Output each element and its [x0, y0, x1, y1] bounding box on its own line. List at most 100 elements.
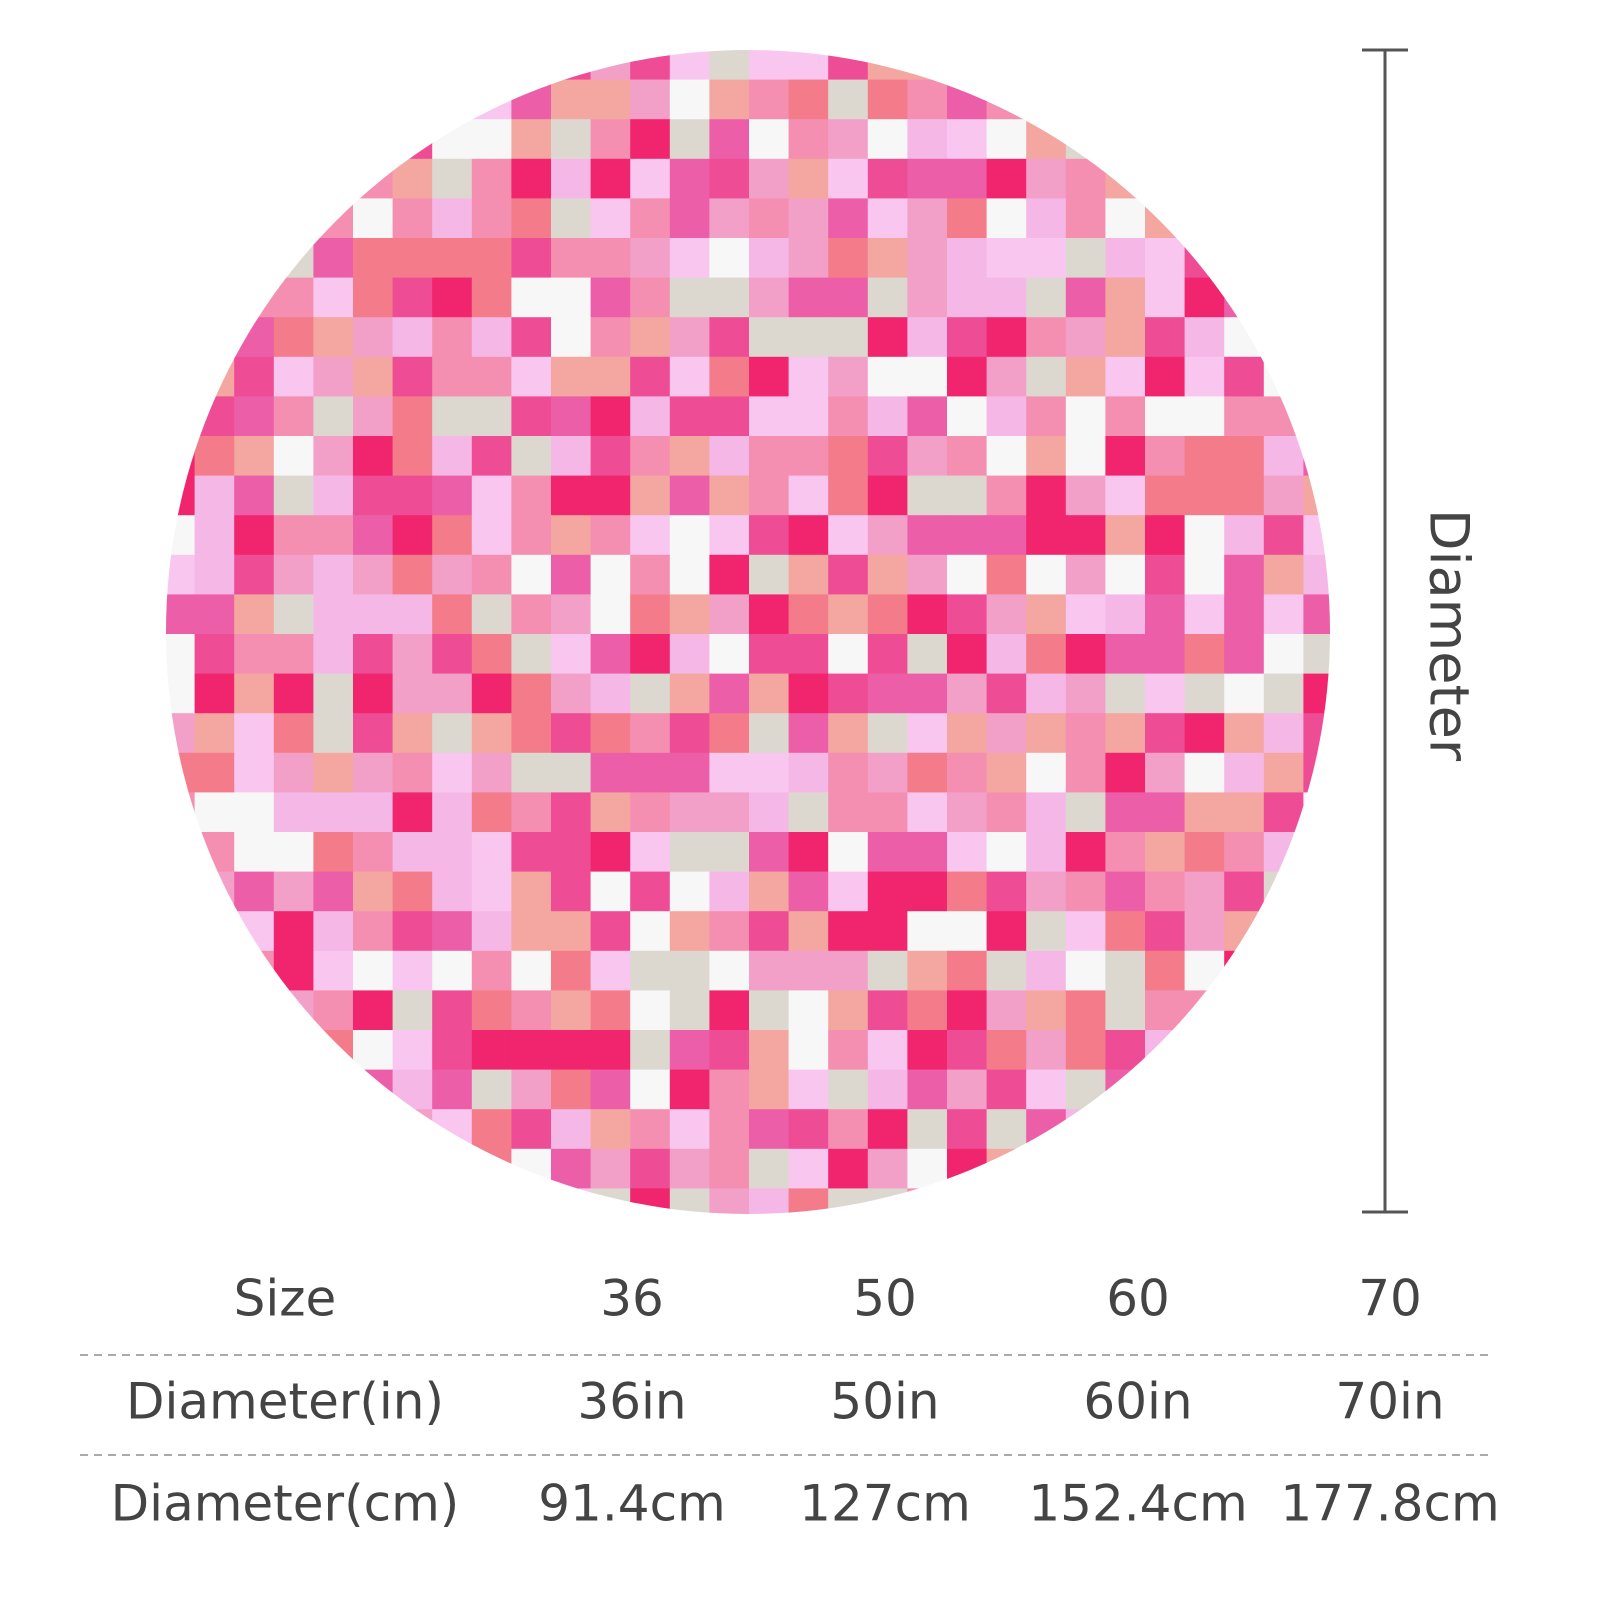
tile — [353, 119, 394, 160]
tile — [1184, 1109, 1225, 1150]
tile — [511, 752, 552, 793]
tile — [630, 79, 671, 120]
tile — [471, 950, 512, 991]
tile — [907, 198, 948, 239]
tile — [828, 1148, 869, 1189]
tile — [1065, 950, 1106, 991]
tile — [986, 198, 1027, 239]
tile — [471, 198, 512, 239]
tile — [1343, 1030, 1383, 1070]
tile — [234, 1228, 274, 1268]
tile — [590, 198, 631, 239]
tile — [749, 1148, 790, 1189]
tile — [828, 396, 869, 437]
tile — [1065, 50, 1106, 81]
tile — [1065, 79, 1106, 120]
tile — [392, 238, 433, 279]
tile — [749, 554, 790, 595]
tile — [1184, 515, 1225, 556]
tile — [1105, 515, 1146, 556]
tile — [551, 911, 592, 952]
tile — [313, 634, 354, 675]
tile — [669, 871, 710, 912]
tile — [353, 79, 394, 120]
tile — [986, 871, 1027, 912]
tile — [392, 713, 433, 754]
tile — [313, 1228, 353, 1268]
tile — [828, 119, 869, 160]
tile — [234, 594, 275, 635]
tile — [749, 396, 790, 437]
tile — [986, 356, 1027, 397]
tile — [709, 752, 750, 793]
tile — [986, 1148, 1027, 1189]
tile — [947, 1188, 988, 1214]
tile — [1184, 79, 1225, 120]
tile — [828, 554, 869, 595]
tile — [1263, 515, 1304, 556]
tile — [1065, 792, 1106, 833]
tile — [828, 238, 869, 279]
tile — [986, 436, 1027, 477]
tile — [313, 792, 354, 833]
tile — [590, 554, 631, 595]
tile — [392, 436, 433, 477]
tile — [1184, 673, 1225, 714]
tile — [669, 238, 710, 279]
diameter-indicator — [1362, 48, 1408, 1214]
tile — [590, 317, 631, 358]
tile — [947, 158, 988, 199]
tile — [630, 594, 671, 635]
tile — [1105, 871, 1146, 912]
tile — [1145, 990, 1186, 1031]
tile — [986, 554, 1027, 595]
tile — [234, 436, 275, 477]
tile — [1343, 436, 1383, 476]
tile — [353, 911, 394, 952]
tile — [1145, 1069, 1186, 1110]
tile — [828, 950, 869, 991]
tile — [986, 1069, 1027, 1110]
tile — [828, 673, 869, 714]
tile — [1263, 990, 1304, 1031]
tile — [1026, 317, 1067, 358]
tile — [947, 1069, 988, 1110]
tile — [313, 950, 354, 991]
tile — [353, 1228, 393, 1268]
tile — [1145, 832, 1186, 873]
tile — [392, 911, 433, 952]
tile — [1263, 158, 1304, 199]
tile — [986, 158, 1027, 199]
tile — [986, 634, 1027, 675]
tile — [1303, 356, 1330, 397]
tile — [630, 1148, 671, 1189]
tile — [166, 356, 196, 397]
tile — [788, 436, 829, 477]
tile — [166, 1188, 196, 1214]
tile — [155, 1228, 195, 1268]
tile — [353, 198, 394, 239]
tile — [828, 792, 869, 833]
tile — [828, 594, 869, 635]
tile — [1263, 50, 1304, 81]
tile — [669, 436, 710, 477]
tile — [511, 436, 552, 477]
tile — [166, 950, 196, 991]
tile — [947, 752, 988, 793]
tile — [234, 871, 275, 912]
tile — [1105, 1069, 1146, 1110]
tile — [1303, 475, 1330, 516]
tile — [1303, 198, 1330, 239]
tile — [313, 436, 354, 477]
tile — [669, 990, 710, 1031]
tile — [590, 673, 631, 714]
tile — [907, 475, 948, 516]
tile — [1224, 238, 1265, 279]
tile — [511, 911, 552, 952]
tile — [511, 356, 552, 397]
tile — [947, 475, 988, 516]
tile — [353, 436, 394, 477]
tile — [273, 594, 314, 635]
tile — [590, 911, 631, 952]
tile — [511, 1109, 552, 1150]
